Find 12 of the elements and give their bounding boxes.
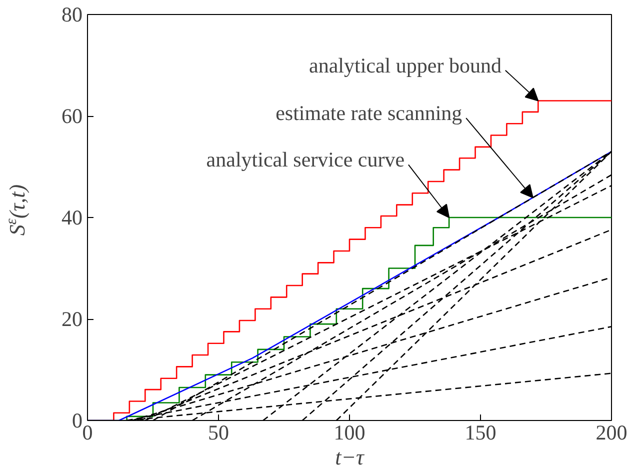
x-tick-label: 200 <box>596 420 628 444</box>
x-axis-title: t−τ <box>335 444 366 470</box>
y-tick-label: 80 <box>62 2 82 26</box>
x-tick-label: 100 <box>334 420 366 444</box>
annotation: estimate rate scanning <box>276 100 463 125</box>
annotation: analytical upper bound <box>309 53 502 78</box>
x-tick-label: 150 <box>464 420 496 444</box>
y-tick-label: 20 <box>62 307 82 331</box>
annotation: analytical service curve <box>206 148 405 172</box>
y-tick-label: 60 <box>62 104 82 128</box>
x-tick-label: 50 <box>208 420 229 444</box>
y-tick-label: 40 <box>62 206 82 230</box>
